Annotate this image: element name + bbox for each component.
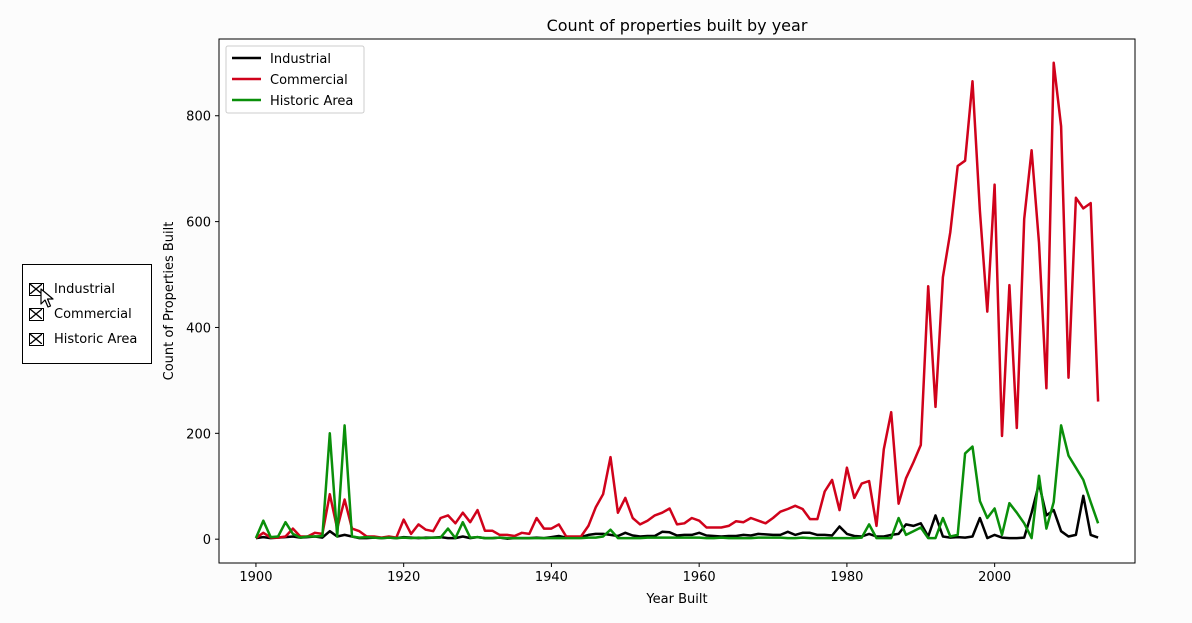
- y-tick-label: 200: [186, 427, 211, 442]
- y-tick-label: 0: [203, 533, 211, 548]
- axis-ticks: 1900 1920 1940 1960 1980 2000 0 200 400 600 800: [186, 110, 1011, 585]
- y-axis-label: Count of Properties Built: [162, 222, 177, 381]
- check-industrial[interactable]: Industrial: [29, 279, 115, 299]
- legend-label: Historic Area: [270, 94, 353, 109]
- check-commercial[interactable]: Commercial: [29, 304, 132, 324]
- y-tick-label: 400: [186, 321, 211, 336]
- legend-box: [225, 45, 365, 114]
- check-label-historic-area: Historic Area: [54, 331, 138, 347]
- y-tick-label: 800: [186, 110, 211, 125]
- check-label-commercial: Commercial: [54, 306, 132, 322]
- x-tick-label: 1940: [535, 570, 568, 585]
- plot-area: [218, 38, 1136, 564]
- check-box-commercial[interactable]: [29, 307, 44, 321]
- x-axis-label: Year Built: [645, 592, 707, 607]
- x-tick-label: 1960: [683, 570, 716, 585]
- series-lines: [254, 61, 1100, 540]
- check-label-industrial: Industrial: [54, 281, 115, 297]
- y-tick-label: 600: [186, 216, 211, 231]
- x-tick-label: 1900: [239, 570, 272, 585]
- chart-title: Count of properties built by year: [547, 16, 808, 35]
- x-tick-label: 2000: [978, 570, 1011, 585]
- check-box-historic-area[interactable]: [29, 332, 44, 346]
- series-line-historic-area: [254, 424, 1100, 540]
- x-tick-label: 1920: [387, 570, 420, 585]
- legend: Industrial Commercial Historic Area: [225, 45, 365, 114]
- legend-label: Commercial: [270, 73, 348, 88]
- check-historic-area[interactable]: Historic Area: [29, 329, 137, 349]
- check-box-industrial[interactable]: [29, 282, 44, 296]
- mouse-pointer-icon: [40, 288, 54, 308]
- series-check-buttons: Industrial Commercial Historic Area: [22, 264, 152, 364]
- legend-label: Industrial: [270, 52, 331, 67]
- x-tick-label: 1980: [830, 570, 863, 585]
